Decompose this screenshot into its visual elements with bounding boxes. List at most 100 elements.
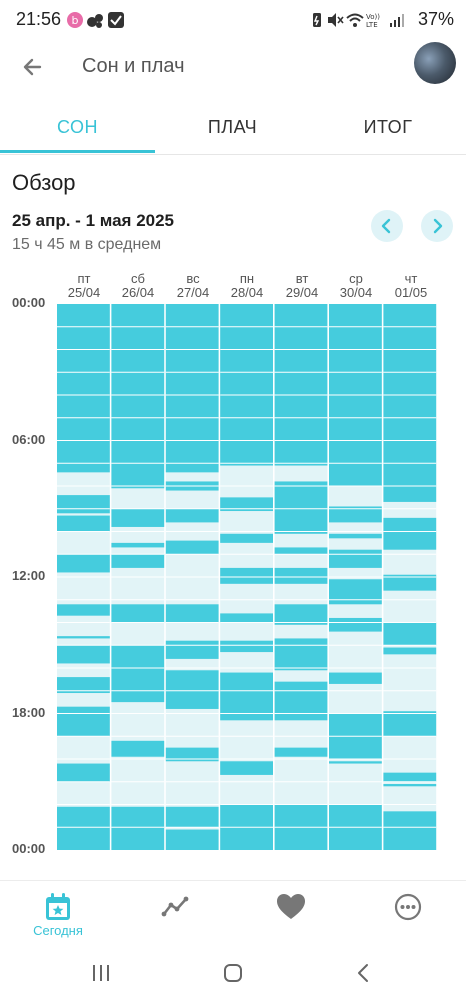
nav-today[interactable]: Сегодня xyxy=(28,893,88,943)
nav-favorites[interactable] xyxy=(261,893,321,943)
next-week-button[interactable] xyxy=(421,210,453,242)
sleep-block[interactable] xyxy=(220,613,273,623)
svg-text:LTE: LTE xyxy=(366,21,378,29)
sleep-block[interactable] xyxy=(383,647,437,655)
status-bar: 21:56 b Vo)) LTE 37% xyxy=(0,0,466,40)
recent-apps-icon[interactable] xyxy=(91,964,111,982)
sleep-block[interactable] xyxy=(383,622,437,646)
sleep-block[interactable] xyxy=(57,636,110,639)
sleep-block[interactable] xyxy=(57,706,110,737)
sleep-block[interactable] xyxy=(274,604,328,625)
day-label: чт 01/05 xyxy=(394,271,428,300)
sleep-block[interactable] xyxy=(111,806,165,850)
sleep-block[interactable] xyxy=(329,761,382,764)
sleep-block[interactable] xyxy=(329,579,382,605)
sleep-block[interactable] xyxy=(57,806,110,850)
more-icon xyxy=(394,893,422,921)
trend-line-icon xyxy=(161,896,189,917)
sleep-block[interactable] xyxy=(329,549,382,568)
sleep-block[interactable] xyxy=(165,806,219,828)
time-label: 06:00 xyxy=(12,432,46,447)
sleep-block[interactable] xyxy=(220,672,273,721)
sleep-block[interactable] xyxy=(220,567,273,584)
sleep-block[interactable] xyxy=(329,617,382,632)
sleep-block[interactable] xyxy=(111,740,165,757)
sleep-block[interactable] xyxy=(383,784,437,787)
sleep-block[interactable] xyxy=(329,672,382,684)
sleep-block[interactable] xyxy=(57,645,110,664)
sleep-block[interactable] xyxy=(57,515,110,532)
sleep-block[interactable] xyxy=(57,304,110,473)
bottom-navigation: Сегодня xyxy=(0,880,466,947)
tab-sleep[interactable]: СОН xyxy=(56,117,99,137)
day-label: пн 28/04 xyxy=(230,271,264,300)
overview-title: Обзор xyxy=(12,170,76,195)
sleep-block[interactable] xyxy=(57,554,110,573)
tab-summary[interactable]: ИТОГ xyxy=(363,117,413,137)
sleep-block[interactable] xyxy=(165,640,219,659)
baby-app-icon xyxy=(87,14,103,28)
sleep-block[interactable] xyxy=(165,829,219,850)
app-bar: Сон и плач xyxy=(0,40,466,98)
sleep-block[interactable] xyxy=(220,533,273,543)
sleep-block[interactable] xyxy=(220,497,273,512)
mute-icon xyxy=(328,13,344,27)
sleep-block[interactable] xyxy=(111,645,165,703)
sleep-block[interactable] xyxy=(165,304,219,473)
tab-cry[interactable]: ПЛАЧ xyxy=(207,117,258,137)
back-arrow-icon[interactable] xyxy=(18,52,48,82)
sleep-block[interactable] xyxy=(274,547,328,555)
sleep-block[interactable] xyxy=(274,681,328,721)
time-label: 12:00 xyxy=(12,568,46,583)
sleep-block[interactable] xyxy=(329,533,382,539)
sleep-block[interactable] xyxy=(383,304,437,502)
sleep-block[interactable] xyxy=(165,508,219,523)
sleep-block[interactable] xyxy=(274,747,328,757)
sleep-block[interactable] xyxy=(111,542,165,548)
time-label: 00:00 xyxy=(12,841,46,856)
sleep-block[interactable] xyxy=(383,811,437,850)
status-time: 21:56 xyxy=(16,9,62,29)
sleep-block[interactable] xyxy=(165,670,219,709)
system-back-icon[interactable] xyxy=(356,963,370,983)
sleep-block[interactable] xyxy=(111,604,165,623)
sleep-block[interactable] xyxy=(383,517,437,550)
sleep-block[interactable] xyxy=(274,481,328,534)
previous-week-button[interactable] xyxy=(371,210,403,242)
svg-text:b: b xyxy=(72,14,79,27)
sleep-block[interactable] xyxy=(165,747,219,762)
sleep-block[interactable] xyxy=(57,604,110,616)
sleep-block[interactable] xyxy=(274,304,328,466)
sleep-block[interactable] xyxy=(165,540,219,555)
sleep-block[interactable] xyxy=(383,772,437,782)
nav-stats[interactable] xyxy=(145,893,205,943)
check-notification-icon xyxy=(108,12,124,28)
sleep-block[interactable] xyxy=(220,640,273,653)
battery-saver-icon xyxy=(313,13,321,27)
sleep-block[interactable] xyxy=(329,506,382,523)
avatar[interactable] xyxy=(414,42,456,84)
sleep-block[interactable] xyxy=(57,677,110,694)
sleep-block[interactable] xyxy=(383,711,437,737)
day-label: ср 30/04 xyxy=(339,271,373,300)
sleep-block[interactable] xyxy=(220,761,273,775)
svg-text:Vo)): Vo)) xyxy=(366,13,380,21)
sleep-block[interactable] xyxy=(274,567,328,584)
sleep-block[interactable] xyxy=(57,763,110,782)
sleep-block[interactable] xyxy=(383,574,437,591)
sleep-block[interactable] xyxy=(220,304,273,466)
sleep-block[interactable] xyxy=(111,304,165,489)
sleep-block[interactable] xyxy=(111,554,165,568)
sleep-block[interactable] xyxy=(111,508,165,527)
heart-icon xyxy=(277,894,305,919)
date-range: 25 апр. - 1 мая 2025 xyxy=(12,211,175,230)
sleep-block[interactable] xyxy=(57,495,110,514)
time-label: 18:00 xyxy=(12,705,46,720)
sleep-block[interactable] xyxy=(274,638,328,671)
home-icon[interactable] xyxy=(223,963,243,983)
day-label: сб 26/04 xyxy=(121,271,155,300)
signal-icon xyxy=(390,14,404,27)
sleep-block[interactable] xyxy=(165,604,219,623)
day-label: вт 29/04 xyxy=(285,271,319,300)
nav-more[interactable] xyxy=(378,893,438,943)
